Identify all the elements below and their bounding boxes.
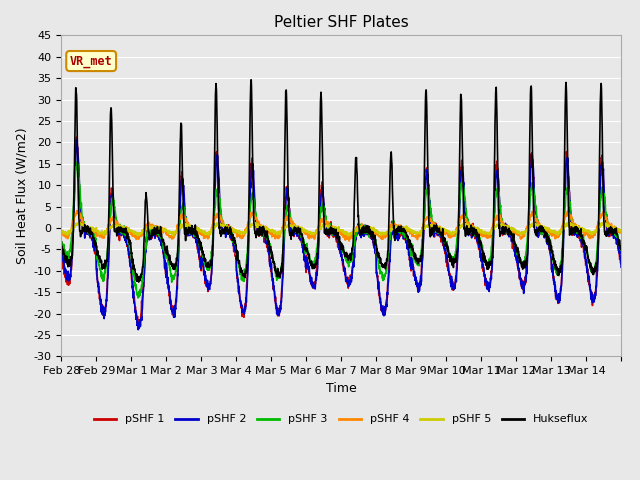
Line: Hukseflux: Hukseflux (61, 80, 621, 282)
pSHF 5 (375, 230, 383, 236)
Hukseflux (610, 229, 618, 235)
pSHF 5 (610, 224, 618, 230)
pSHF 4 (375, 233, 383, 239)
pSHF 2 (114, 227, 122, 233)
pSHF 1 (510, 244, 518, 250)
Hukseflux (248, 77, 255, 83)
Hukseflux (542, 231, 550, 237)
Line: pSHF 3: pSHF 3 (61, 162, 621, 298)
pSHF 4 (113, 221, 121, 227)
Hukseflux (234, 257, 242, 263)
pSHF 2 (376, 290, 383, 296)
pSHF 3 (73, 159, 81, 165)
pSHF 3 (376, 264, 383, 270)
pSHF 3 (58, 240, 65, 245)
Hukseflux (510, 238, 518, 243)
pSHF 5 (541, 227, 549, 232)
pSHF 2 (72, 137, 80, 143)
Legend: pSHF 1, pSHF 2, pSHF 3, pSHF 4, pSHF 5, Hukseflux: pSHF 1, pSHF 2, pSHF 3, pSHF 4, pSHF 5, … (90, 410, 593, 429)
pSHF 2 (510, 244, 518, 250)
pSHF 1 (610, 234, 618, 240)
Line: pSHF 4: pSHF 4 (61, 211, 621, 241)
pSHF 4 (610, 224, 618, 230)
pSHF 5 (600, 219, 607, 225)
pSHF 1 (73, 134, 81, 140)
Y-axis label: Soil Heat Flux (W/m2): Soil Heat Flux (W/m2) (15, 128, 28, 264)
X-axis label: Time: Time (326, 382, 356, 395)
pSHF 1 (235, 286, 243, 291)
pSHF 1 (114, 226, 122, 232)
pSHF 2 (618, 264, 625, 270)
pSHF 4 (541, 225, 549, 231)
pSHF 4 (510, 229, 518, 235)
pSHF 1 (618, 261, 625, 267)
Hukseflux (376, 253, 383, 259)
pSHF 5 (618, 229, 625, 235)
pSHF 3 (542, 231, 550, 237)
pSHF 4 (564, 208, 572, 214)
pSHF 3 (114, 222, 122, 228)
pSHF 1 (542, 232, 550, 238)
pSHF 2 (542, 231, 550, 237)
Line: pSHF 1: pSHF 1 (61, 137, 621, 325)
pSHF 5 (113, 223, 121, 228)
pSHF 3 (618, 245, 625, 251)
Hukseflux (135, 279, 143, 285)
Line: pSHF 2: pSHF 2 (61, 140, 621, 330)
Hukseflux (58, 239, 65, 244)
Text: VR_met: VR_met (70, 55, 113, 68)
pSHF 4 (58, 229, 65, 235)
pSHF 2 (134, 327, 142, 333)
pSHF 4 (346, 238, 353, 244)
Title: Peltier SHF Plates: Peltier SHF Plates (274, 15, 409, 30)
pSHF 4 (618, 229, 625, 235)
pSHF 2 (58, 253, 65, 259)
pSHF 1 (136, 323, 143, 328)
pSHF 3 (235, 259, 243, 265)
pSHF 5 (170, 233, 177, 239)
pSHF 5 (58, 229, 65, 235)
pSHF 1 (376, 292, 383, 298)
Hukseflux (618, 244, 625, 250)
pSHF 5 (234, 229, 242, 235)
Line: pSHF 5: pSHF 5 (61, 222, 621, 236)
pSHF 2 (235, 289, 243, 295)
pSHF 3 (510, 237, 518, 242)
pSHF 3 (610, 228, 618, 233)
Hukseflux (113, 225, 121, 231)
pSHF 1 (58, 255, 65, 261)
pSHF 2 (610, 235, 618, 241)
pSHF 3 (134, 295, 142, 301)
pSHF 5 (510, 227, 518, 232)
pSHF 4 (234, 229, 242, 235)
